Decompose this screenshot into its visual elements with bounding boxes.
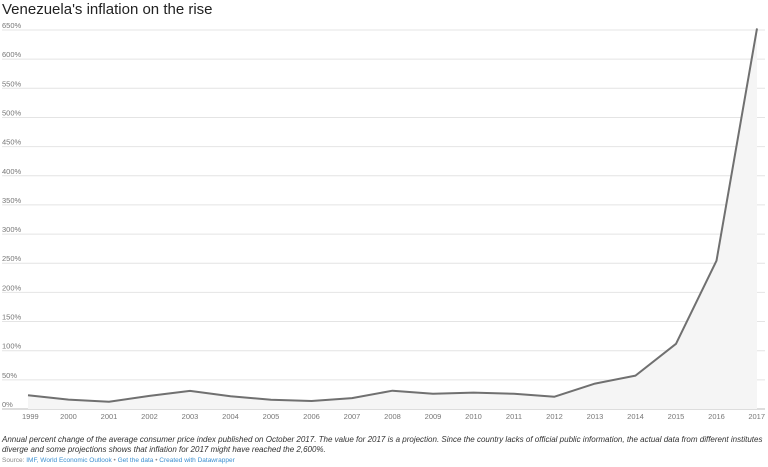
chart-title: Venezuela's inflation on the rise (2, 1, 213, 18)
x-tick-label: 2001 (101, 412, 118, 421)
source-sep-1: • (111, 457, 118, 464)
data-point-2009[interactable] (430, 391, 436, 397)
y-tick-label: 350% (2, 196, 22, 205)
x-tick-label: 1999 (22, 412, 39, 421)
source-link[interactable]: IMF, World Economic Outlook (26, 457, 112, 464)
data-point-2017[interactable] (754, 25, 760, 31)
x-tick-label: 2011 (506, 412, 522, 421)
x-tick-label: 2002 (141, 412, 158, 421)
data-point-2012[interactable] (552, 394, 558, 400)
data-point-2003[interactable] (187, 388, 193, 394)
data-point-2002[interactable] (147, 393, 153, 399)
x-tick-label: 2009 (425, 412, 442, 421)
y-axis-ticks: 0% 50% 100% 150% 200% 250% 300% 350% 400% 450% 500… (2, 21, 22, 409)
data-point-2008[interactable] (390, 388, 396, 394)
y-tick-label: 450% (2, 138, 22, 147)
x-tick-label: 2015 (668, 412, 685, 421)
x-tick-label: 2017 (748, 412, 765, 421)
data-point-2013[interactable] (592, 381, 598, 387)
x-tick-label: 2000 (60, 412, 77, 421)
y-tick-label: 550% (2, 79, 22, 88)
data-point-2011[interactable] (511, 391, 517, 397)
y-tick-label: 0% (2, 400, 13, 409)
x-tick-label: 2004 (222, 412, 239, 421)
datawrapper-link[interactable]: Created with Datawrapper (159, 457, 235, 464)
source-prefix: Source: (2, 457, 27, 464)
y-tick-label: 300% (2, 225, 22, 234)
x-tick-label: 2003 (182, 412, 199, 421)
data-point-2004[interactable] (228, 393, 234, 399)
data-point-2016[interactable] (714, 258, 720, 264)
get-data-link[interactable]: Get the data (117, 457, 154, 464)
source-sep-2: • (153, 457, 160, 464)
x-axis-ticks: 1999 2000 2001 2002 2003 2004 2005 2006 2007 2008… (22, 412, 765, 421)
y-tick-label: 250% (2, 254, 22, 263)
x-tick-label: 2014 (627, 412, 644, 421)
y-tick-label: 100% (2, 342, 22, 351)
x-tick-label: 2016 (708, 412, 725, 421)
data-point-2006[interactable] (309, 398, 315, 404)
line-layer (25, 25, 760, 405)
x-tick-label: 2008 (384, 412, 401, 421)
chart-note: Annual percent change of the average con… (2, 435, 763, 454)
x-tick-label: 2010 (465, 412, 482, 421)
y-tick-label: 50% (2, 371, 17, 380)
data-point-2010[interactable] (471, 390, 477, 396)
y-tick-label: 200% (2, 283, 22, 292)
data-point-2005[interactable] (268, 397, 274, 403)
y-tick-label: 150% (2, 313, 22, 322)
x-tick-label: 2006 (303, 412, 320, 421)
x-tick-label: 2007 (344, 412, 361, 421)
x-tick-label: 2005 (263, 412, 280, 421)
area-layer (28, 28, 757, 410)
data-point-2007[interactable] (349, 395, 355, 401)
y-tick-label: 650% (2, 21, 22, 30)
y-tick-label: 500% (2, 108, 22, 117)
series-line (27, 28, 758, 403)
x-tick-label: 2013 (587, 412, 604, 421)
data-point-2001[interactable] (106, 399, 112, 405)
x-tick-label: 2012 (546, 412, 563, 421)
source-line: Source: IMF, World Economic Outlook • Ge… (2, 457, 235, 464)
grid-lines (2, 29, 765, 410)
y-tick-label: 600% (2, 50, 22, 59)
inflation-chart: 0% 50% 100% 150% 200% 250% 300% 350% 400% 450% 500… (2, 21, 765, 421)
data-point-2014[interactable] (633, 373, 639, 379)
data-point-1999[interactable] (25, 392, 31, 398)
data-point-2000[interactable] (66, 397, 72, 403)
y-tick-label: 400% (2, 167, 22, 176)
series-area (28, 28, 757, 410)
data-point-2015[interactable] (673, 341, 679, 347)
